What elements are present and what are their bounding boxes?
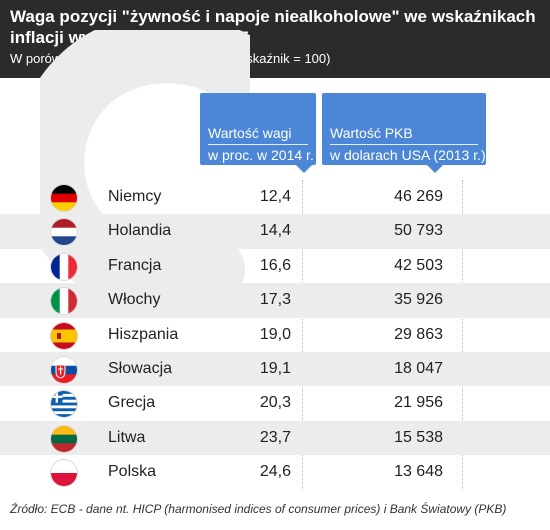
- germany-flag-icon: [51, 185, 77, 211]
- table-row: Grecja 20,3 21 956: [0, 386, 550, 420]
- netherlands-flag-icon: [51, 219, 77, 246]
- poland-flag-icon: [51, 460, 77, 487]
- column-separator: [302, 180, 303, 490]
- column-header-gdp-line2: w dolarach USA (2013 r.): [330, 147, 486, 163]
- greece-flag-icon: [51, 391, 77, 418]
- gdp-value: 29 863: [394, 325, 443, 343]
- weight-value: 19,1: [259, 359, 291, 377]
- source-note: Źródło: ECB - dane nt. HICP (harmonised …: [10, 502, 507, 516]
- column-header-pointer: [296, 165, 312, 173]
- column-separator: [462, 180, 463, 490]
- gdp-value: 35 926: [394, 291, 443, 309]
- table-row: Hiszpania 19,0 29 863: [0, 318, 550, 352]
- weight-value: 19,0: [259, 325, 291, 343]
- chart-subtitle: W porównaniu z PKB per capita (pełen wsk…: [10, 51, 331, 66]
- gdp-value: 42 503: [394, 256, 443, 274]
- chart-title: Waga pozycji "żywność i napoje niealkoho…: [10, 7, 536, 47]
- country-name: Francja: [108, 256, 162, 274]
- table-row: Francja 16,6 42 503: [0, 249, 550, 283]
- country-name: Słowacja: [108, 359, 173, 377]
- slovakia-flag-icon: [51, 356, 77, 383]
- table-row: Niemcy 12,4 46 269: [0, 180, 550, 214]
- table-row: Polska 24,6 13 648: [0, 455, 550, 489]
- italy-flag-icon: [51, 288, 77, 315]
- weight-value: 20,3: [259, 394, 291, 412]
- gdp-value: 15 538: [394, 428, 443, 446]
- column-header-weight-line2: w proc. w 2014 r.: [208, 147, 314, 163]
- country-name: Hiszpania: [108, 325, 179, 343]
- gdp-value: 21 956: [394, 394, 443, 412]
- chart-header: Waga pozycji "żywność i napoje niealkoho…: [0, 0, 550, 78]
- country-name: Grecja: [108, 394, 156, 412]
- column-header-divider: [208, 144, 308, 145]
- gdp-value: 18 047: [394, 359, 443, 377]
- weight-value: 14,4: [259, 222, 291, 240]
- column-header-weight: Wartość wagi w proc. w 2014 r.: [200, 93, 316, 173]
- country-name: Niemcy: [108, 188, 162, 205]
- table-row: Słowacja 19,1 18 047: [0, 351, 550, 387]
- france-flag-icon: [51, 253, 77, 280]
- spain-flag-icon: [51, 322, 77, 349]
- country-name: Włochy: [108, 291, 161, 309]
- weight-value: 12,4: [259, 188, 291, 205]
- weight-value: 24,6: [259, 463, 291, 481]
- country-name: Litwa: [108, 428, 146, 446]
- column-header-gdp-line1: Wartość PKB: [330, 125, 413, 141]
- table-row: Włochy 17,3 35 926: [0, 283, 550, 318]
- column-header-weight-line1: Wartość wagi: [208, 125, 292, 141]
- column-header-divider: [330, 144, 478, 145]
- column-header-pointer: [427, 165, 443, 173]
- gdp-value: 50 793: [394, 222, 443, 240]
- country-name: Polska: [108, 463, 157, 481]
- data-table: Niemcy 12,4 46 269 Holandia 14,4 50 793 Francj…: [0, 180, 550, 490]
- weight-value: 16,6: [259, 256, 291, 274]
- weight-value: 23,7: [259, 428, 291, 446]
- table-row: Litwa 23,7 15 538: [0, 420, 550, 456]
- country-name: Holandia: [108, 222, 172, 240]
- column-header-gdp: Wartość PKB w dolarach USA (2013 r.): [322, 93, 486, 173]
- weight-value: 17,3: [259, 291, 291, 309]
- table-row: Holandia 14,4 50 793: [0, 214, 550, 249]
- lithuania-flag-icon: [51, 425, 77, 452]
- gdp-value: 46 269: [394, 188, 443, 205]
- gdp-value: 13 648: [394, 463, 443, 481]
